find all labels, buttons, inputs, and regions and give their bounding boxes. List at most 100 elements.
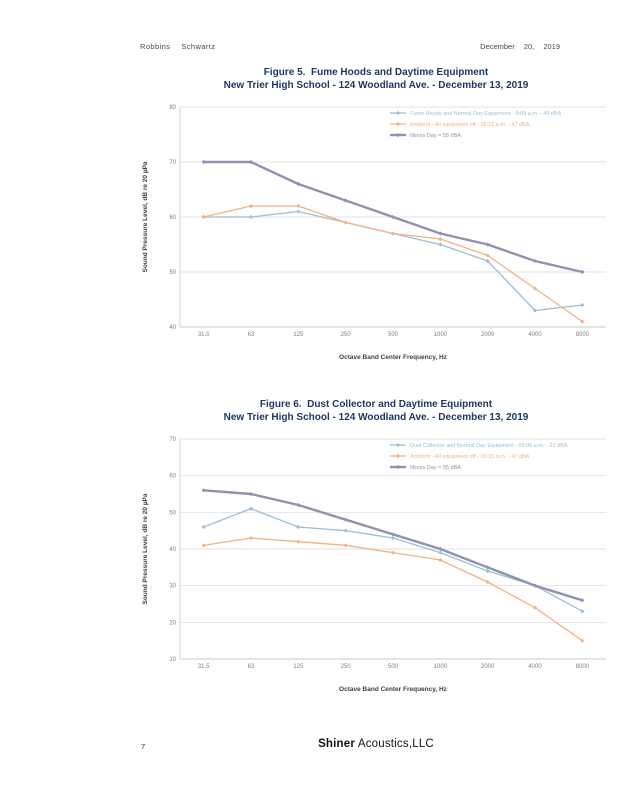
x-tick-label: 4000 bbox=[528, 332, 542, 338]
y-tick-label: 20 bbox=[169, 620, 176, 626]
y-tick-label: 40 bbox=[169, 547, 176, 553]
series-marker bbox=[343, 543, 348, 548]
series-marker bbox=[248, 491, 254, 497]
series-marker bbox=[296, 539, 301, 544]
figure-6-subtitle: New Trier High School - 124 Woodland Ave… bbox=[223, 412, 529, 423]
series-marker bbox=[248, 203, 254, 209]
x-tick-label: 125 bbox=[293, 664, 304, 670]
series-marker bbox=[580, 319, 585, 324]
legend-swatch-marker bbox=[395, 121, 401, 127]
series-line bbox=[203, 489, 583, 602]
series-marker bbox=[532, 308, 538, 313]
x-tick-label: 4000 bbox=[528, 664, 542, 670]
series-marker bbox=[248, 506, 254, 511]
series-marker bbox=[532, 258, 538, 264]
series-marker bbox=[438, 242, 443, 247]
y-tick-label: 10 bbox=[169, 657, 176, 663]
series-marker bbox=[248, 214, 254, 220]
series-marker bbox=[201, 488, 206, 493]
figure-5-subtitle: New Trier High School - 124 Woodland Ave… bbox=[223, 80, 529, 91]
series-marker bbox=[580, 269, 585, 275]
figure-5-title: Figure 5. Fume Hoods and Daytime Equipme… bbox=[263, 67, 489, 78]
firm-name: Robbins Schwartz bbox=[140, 42, 226, 51]
legend-swatch-marker bbox=[395, 442, 401, 448]
legend-swatch-marker bbox=[395, 110, 401, 116]
series-marker bbox=[438, 231, 443, 236]
x-tick-label: 8000 bbox=[576, 332, 590, 338]
series-line bbox=[203, 210, 583, 312]
figure-6-chart: 10 20 30 40 50 60 70 31.5 63 125 250 500 1000 2000 400… bbox=[142, 437, 606, 693]
legend-item-label: Illinois Day = 55 dBA bbox=[410, 133, 461, 139]
legend-item-label: Fume Hoods and Normal Day Equipment - 9:… bbox=[410, 111, 562, 117]
series-marker bbox=[343, 220, 348, 225]
x-tick-label: 2000 bbox=[481, 332, 495, 338]
y-tick-label: 80 bbox=[169, 105, 176, 111]
series-marker bbox=[485, 568, 490, 574]
figure-5-chart: 40 50 60 70 80 31.5 63 125 250 500 1000 2000 4000 800… bbox=[142, 105, 606, 361]
series-marker bbox=[296, 524, 301, 530]
series-marker bbox=[201, 543, 206, 548]
legend-item-label: Dust Collector and Normal Day Equipment … bbox=[410, 443, 568, 449]
figure-6-title: Figure 6. Dust Collector and Daytime Equ… bbox=[259, 399, 493, 410]
series-marker bbox=[438, 557, 443, 563]
series-marker bbox=[296, 203, 301, 209]
series-marker bbox=[296, 502, 301, 508]
series-marker bbox=[390, 231, 396, 236]
series-marker bbox=[438, 546, 443, 552]
legend-swatch-marker bbox=[395, 453, 401, 459]
x-tick-label: 1000 bbox=[434, 332, 448, 338]
y-axis-title: Sound Pressure Level, dB re 20 µPa bbox=[142, 493, 149, 604]
series-marker bbox=[438, 236, 443, 242]
series-marker bbox=[580, 598, 585, 603]
legend-swatch-marker bbox=[395, 132, 401, 138]
series-marker bbox=[485, 253, 490, 258]
series-marker bbox=[201, 524, 206, 530]
series-marker bbox=[248, 535, 254, 541]
footer-company-bold: Shiner bbox=[318, 738, 356, 750]
series-marker bbox=[201, 159, 206, 165]
footer-company: Shiner Acoustics,LLC bbox=[140, 738, 612, 750]
x-tick-label: 63 bbox=[248, 664, 255, 670]
x-tick-label: 63 bbox=[248, 332, 255, 338]
series-marker bbox=[580, 609, 585, 614]
y-tick-label: 40 bbox=[169, 325, 176, 331]
series-line bbox=[203, 508, 583, 612]
y-axis-title: Sound Pressure Level, dB re 20 µPa bbox=[142, 161, 149, 272]
x-axis-title: Octave Band Center Frequency, Hz bbox=[339, 354, 448, 361]
figure-5-block: Figure 5. Fume Hoods and Daytime Equipme… bbox=[140, 66, 612, 363]
x-tick-label: 8000 bbox=[576, 664, 590, 670]
series-marker bbox=[438, 550, 443, 555]
x-tick-label: 500 bbox=[388, 332, 399, 338]
header-date: December 20, 2019 bbox=[480, 42, 560, 51]
legend-item-label: Ambient - All equipment off - 05:15 a.m.… bbox=[410, 454, 530, 460]
series-marker bbox=[485, 242, 490, 247]
x-tick-label: 31.5 bbox=[198, 664, 210, 670]
series-marker bbox=[485, 258, 490, 264]
x-tick-label: 2000 bbox=[481, 664, 495, 670]
x-tick-label: 250 bbox=[341, 664, 352, 670]
x-axis-title: Octave Band Center Frequency, Hz bbox=[339, 686, 448, 693]
x-tick-label: 125 bbox=[293, 332, 304, 338]
series-marker bbox=[343, 528, 348, 533]
y-tick-label: 70 bbox=[169, 437, 176, 443]
legend-item-label: Ambient - All equipment off - 05:16 a.m.… bbox=[410, 122, 530, 128]
y-tick-label: 30 bbox=[169, 584, 176, 590]
series-marker bbox=[580, 302, 585, 308]
y-tick-label: 50 bbox=[169, 510, 176, 516]
figure-6-block: Figure 6. Dust Collector and Daytime Equ… bbox=[140, 398, 612, 695]
y-tick-label: 50 bbox=[169, 270, 176, 276]
series-marker bbox=[296, 209, 301, 214]
legend-item-label: Illinois Day = 55 dBA bbox=[410, 465, 461, 471]
y-tick-label: 60 bbox=[169, 474, 176, 480]
firm-name-part2: Schwartz bbox=[181, 42, 216, 51]
series-marker bbox=[390, 214, 396, 220]
y-tick-label: 60 bbox=[169, 215, 176, 221]
x-tick-label: 250 bbox=[341, 332, 352, 338]
series-marker bbox=[201, 214, 206, 220]
series-marker bbox=[532, 286, 538, 291]
x-tick-label: 500 bbox=[388, 664, 399, 670]
x-tick-label: 31.5 bbox=[198, 332, 210, 338]
series-marker bbox=[485, 579, 490, 585]
series-marker bbox=[390, 550, 396, 555]
